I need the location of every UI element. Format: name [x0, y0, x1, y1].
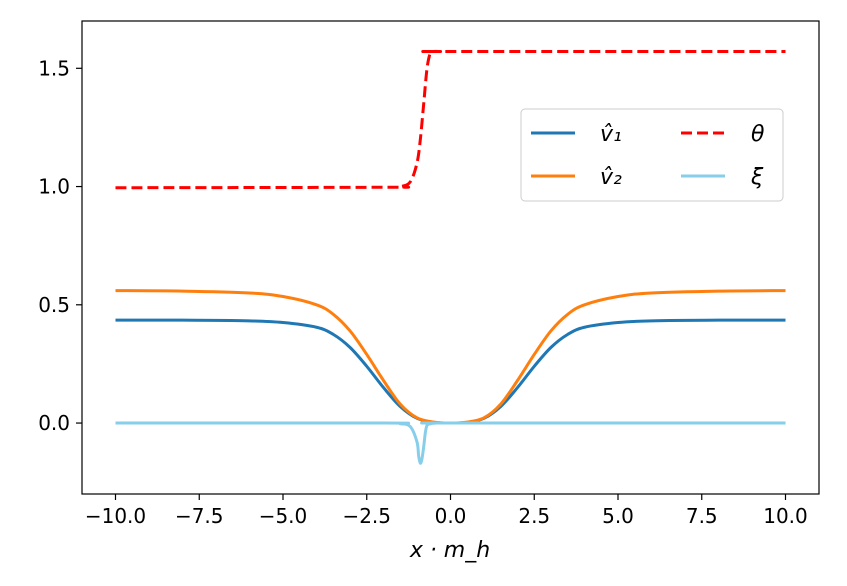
y-tick-label: 1.5 [38, 56, 70, 80]
series-v2-line [115, 289, 786, 425]
legend-label-xi: ξ [750, 165, 764, 190]
series-xi-line [115, 421, 786, 465]
x-tick-label: 10.0 [763, 504, 808, 528]
y-axis: 0.0 0.5 1.0 1.5 [38, 56, 82, 435]
x-tick-label: 7.5 [686, 504, 718, 528]
x-tick-label: 2.5 [518, 504, 550, 528]
series-v1-line [115, 318, 786, 425]
x-tick-label: −5.0 [259, 504, 308, 528]
plot-area [115, 49, 786, 465]
series-theta-line [115, 49, 786, 190]
x-axis-title: x · m_h [409, 538, 490, 563]
x-tick-label: 0.0 [435, 504, 467, 528]
y-tick-label: 1.0 [38, 175, 70, 199]
legend-label-v1: v̂₁ [600, 122, 622, 147]
y-tick-label: 0.0 [38, 411, 70, 435]
y-tick-label: 0.5 [38, 293, 70, 317]
legend-label-theta: θ [751, 122, 765, 147]
legend: v̂₁ v̂₂ θ ξ [520, 108, 784, 202]
x-tick-label: 5.0 [602, 504, 634, 528]
legend-label-v2: v̂₂ [600, 165, 622, 190]
legend-box [520, 108, 784, 202]
x-tick-label: −2.5 [342, 504, 391, 528]
x-tick-label: −10.0 [85, 504, 146, 528]
x-axis: −10.0 −7.5 −5.0 −2.5 0.0 2.5 5.0 7.5 10.0 [85, 494, 808, 528]
x-tick-label: −7.5 [175, 504, 224, 528]
